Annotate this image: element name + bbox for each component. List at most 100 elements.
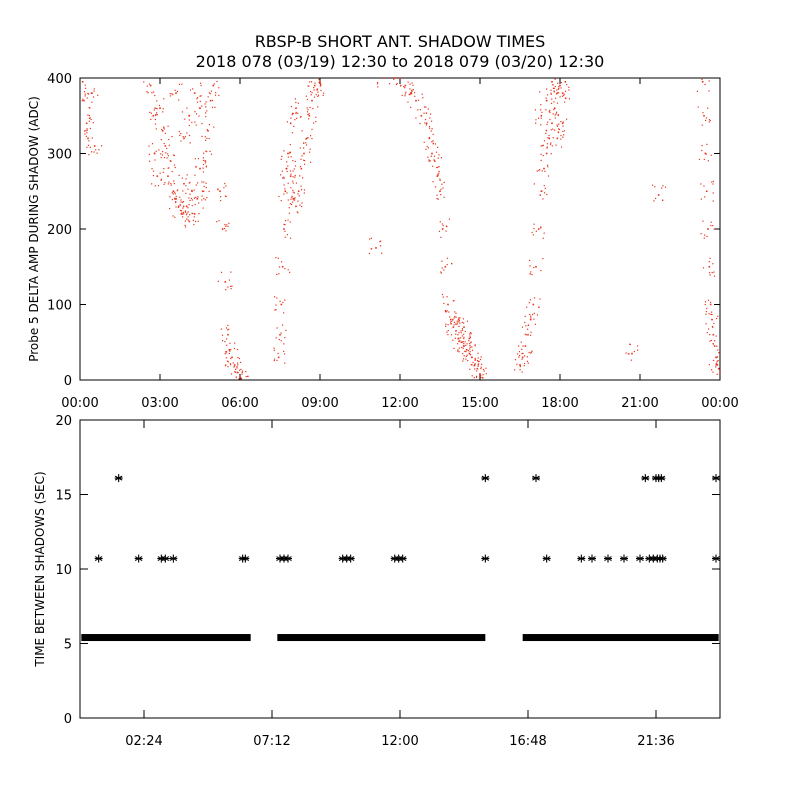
data-point-density [216, 221, 218, 223]
data-point-density [409, 83, 411, 85]
data-point-density [149, 111, 151, 113]
data-point-density [472, 361, 474, 364]
data-point-density [225, 225, 227, 227]
data-point-density [518, 351, 521, 353]
data-point-density [182, 207, 184, 209]
data-point-density [83, 130, 86, 132]
data-point-density [554, 114, 556, 116]
data-point [209, 99, 212, 102]
data-point-density [707, 299, 710, 301]
data-point-density [226, 344, 228, 346]
data-point-density [545, 129, 547, 131]
data-point-density [82, 98, 84, 100]
data-point-density [186, 132, 188, 134]
data-point-density [283, 350, 285, 353]
data-point-density [171, 192, 173, 194]
data-point-density [277, 352, 279, 355]
data-point-density [227, 329, 229, 331]
data-point-density [433, 155, 436, 157]
data-point-density [208, 123, 211, 126]
data-point [393, 77, 396, 79]
data-point-density [180, 201, 182, 203]
data-point-density [430, 155, 432, 157]
data-point-density [297, 200, 299, 202]
data-point [532, 303, 535, 306]
data-point [297, 190, 300, 193]
data-point-density [234, 371, 236, 373]
data-point [149, 84, 152, 87]
data-point-density [206, 196, 208, 199]
data-point-density [446, 263, 448, 266]
data-point-density [214, 94, 217, 96]
data-point-density [283, 176, 285, 178]
data-point-density [202, 171, 204, 173]
data-point-density [423, 141, 425, 143]
data-point-density [202, 159, 205, 162]
data-point-density [708, 261, 710, 263]
data-point-density [88, 154, 90, 156]
data-point [455, 330, 457, 332]
data-point-density [453, 317, 455, 319]
data-point [556, 137, 559, 140]
data-point-density [165, 152, 167, 154]
y-axis-label: Probe 5 DELTA AMP DURING SHADOW (ADC) [27, 96, 41, 362]
data-point-density [162, 108, 164, 110]
data-point [553, 107, 556, 109]
data-point-density [710, 339, 713, 342]
data-point-density [236, 366, 238, 368]
x-tick-label: 12:00 [381, 734, 418, 749]
data-point-density [563, 134, 565, 136]
data-point-density [704, 119, 707, 121]
data-point-density [545, 97, 547, 99]
data-point-density [151, 183, 153, 185]
data-point-density [230, 373, 233, 375]
data-point-density [227, 361, 229, 363]
data-point-density [460, 330, 462, 332]
data-point-density [546, 123, 548, 126]
data-point-density [87, 92, 89, 95]
data-point-density [448, 311, 450, 313]
data-point-density [290, 198, 292, 200]
data-point [316, 88, 319, 91]
data-point-density [297, 193, 299, 195]
data-point-density [523, 362, 526, 365]
data-point-density [466, 320, 469, 322]
data-point-density [629, 343, 631, 345]
data-point-density [220, 271, 223, 273]
data-point-density [198, 115, 200, 117]
data-point-density [440, 194, 442, 196]
data-point-density [221, 334, 224, 336]
data-point-density [203, 181, 205, 183]
data-point-density [303, 159, 305, 161]
data-point [188, 220, 191, 223]
data-point-density [662, 199, 664, 201]
data-point-density [162, 111, 164, 113]
data-point-density [429, 160, 431, 162]
asterisk-marker [398, 554, 407, 563]
data-point-density [560, 120, 562, 123]
data-point [561, 122, 564, 125]
data-point-density [185, 178, 187, 180]
data-point [305, 137, 308, 140]
chart-title: RBSP-B SHORT ANT. SHADOW TIMES [254, 32, 546, 51]
data-point [545, 99, 548, 102]
data-point-density [700, 233, 702, 235]
data-point-density [471, 349, 474, 352]
data-point-density [715, 335, 717, 337]
data-point-density [173, 191, 176, 193]
data-point-density [712, 200, 714, 202]
data-point-density [549, 143, 552, 145]
data-point-density [184, 224, 186, 226]
data-point-density [466, 343, 468, 345]
data-point-density [539, 91, 541, 93]
data-point-density [284, 230, 286, 233]
data-point [444, 265, 447, 268]
data-point-density [278, 266, 281, 268]
data-point-density [540, 159, 542, 162]
data-point-density [175, 206, 177, 208]
data-point [717, 367, 720, 370]
asterisk-marker [641, 474, 650, 483]
data-point-density [447, 329, 449, 332]
data-point-density [174, 198, 176, 200]
data-point-density [696, 90, 699, 92]
